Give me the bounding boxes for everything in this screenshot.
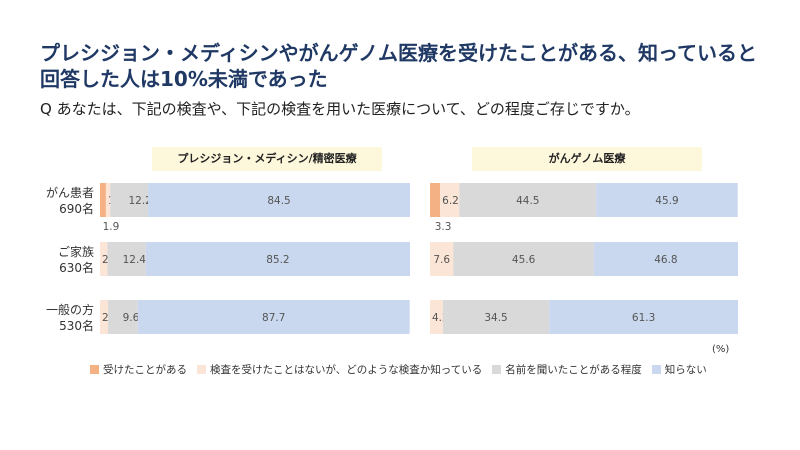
legend-label: 名前を聞いたことがある程度	[505, 364, 642, 376]
bar-segment	[549, 300, 738, 334]
data-label: 61.3	[632, 312, 655, 324]
bar-segment	[430, 242, 454, 276]
bar-segment	[107, 242, 146, 276]
legend-swatch	[651, 365, 661, 374]
bar-segment	[430, 183, 441, 217]
data-label: 87.7	[262, 312, 285, 324]
bar-segment	[148, 183, 411, 217]
bar-segment	[137, 300, 410, 334]
legend-item-dont-know: 知らない	[651, 362, 707, 377]
data-label: 46.8	[654, 254, 677, 266]
bar-segment	[145, 242, 410, 276]
data-label: 45.9	[655, 195, 678, 207]
bar-segment	[110, 183, 149, 217]
bar-segment	[100, 300, 109, 334]
row-label: ご家族	[58, 244, 94, 259]
legend-swatch	[90, 365, 99, 374]
data-label: 84.5	[267, 195, 290, 207]
data-label: 9.6	[123, 312, 140, 324]
panel-title-text: プレシジョン・メディシン/精密医療	[177, 152, 357, 165]
headline-line2: 回答した人は10%未満であった	[40, 67, 328, 91]
panel-title-text: がんゲノム医療	[548, 152, 626, 165]
legend: 受けたことがある 検査を受けたことはないが、どのような検査か知っている 名前を聞…	[90, 362, 707, 377]
data-label: 34.5	[484, 312, 507, 324]
data-label: 12.4	[123, 254, 147, 266]
data-label: 3.3	[435, 221, 452, 233]
legend-label: 受けたことがある	[103, 364, 187, 376]
headline-line1: プレシジョン・メディシンやがんゲノム医療を受けたことがある、知っていると	[40, 41, 757, 65]
question-text: Q あなたは、下記の検査や、下記の検査を用いた医療について、どの程度ご存じですか…	[40, 100, 640, 118]
bar-segment	[108, 300, 138, 334]
row-count: 690名	[59, 201, 94, 216]
data-label: 6.2	[442, 195, 459, 207]
legend-item-heard: 名前を聞いたことがある程度	[492, 362, 642, 377]
bar-segment	[596, 183, 738, 217]
panel-title-genome-medicine: がんゲノム医療	[472, 147, 702, 171]
bar-segment	[105, 183, 111, 217]
bar-segment	[100, 183, 106, 217]
legend-item-know: 検査を受けたことはないが、どのような検査か知っている	[197, 362, 482, 377]
legend-swatch	[197, 365, 206, 374]
legend-label: 知らない	[664, 364, 707, 376]
data-label: 1.9	[103, 221, 120, 233]
data-label: 45.6	[512, 254, 536, 266]
unit-label: (%)	[712, 344, 730, 355]
bar-segment	[593, 242, 738, 276]
bar-segment	[453, 242, 594, 276]
data-label: 12.2	[128, 195, 151, 207]
row-label: がん患者	[46, 185, 94, 200]
legend-item-received: 受けたことがある	[90, 362, 187, 377]
row-count: 630名	[59, 260, 94, 275]
bar-segment	[440, 183, 460, 217]
bar-segment	[442, 300, 550, 334]
data-label: 85.2	[266, 254, 289, 266]
data-label: 44.5	[516, 195, 539, 207]
legend-label: 検査を受けたことはないが、どのような検査か知っている	[210, 364, 483, 376]
legend-swatch	[492, 365, 502, 374]
bar-segment	[459, 183, 597, 217]
bar-segment	[100, 242, 108, 276]
panel-title-precision-medicine: プレシジョン・メディシン/精密医療	[152, 147, 382, 171]
row-label: 一般の方	[46, 302, 94, 317]
headline: プレシジョン・メディシンやがんゲノム医療を受けたことがある、知っていると 回答し…	[40, 40, 760, 92]
data-label: 7.6	[433, 254, 450, 266]
row-count: 530名	[59, 318, 94, 333]
bar-segment	[430, 300, 443, 334]
